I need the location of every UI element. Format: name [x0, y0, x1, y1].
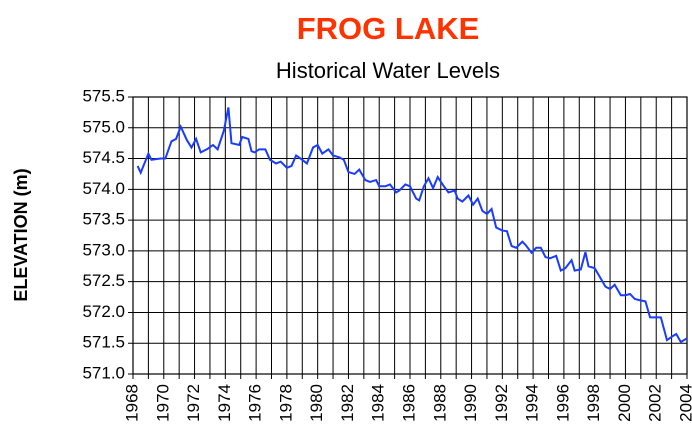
x-tick-label: 1974 [215, 384, 234, 422]
y-tick-label: 575.0 [82, 117, 125, 136]
y-tick-label: 571.5 [82, 333, 125, 352]
data-line [136, 107, 688, 344]
x-tick-label: 1990 [461, 384, 480, 422]
x-tick-label: 1984 [369, 384, 388, 422]
chart-subtitle: Historical Water Levels [276, 58, 500, 83]
x-tick-label: 1998 [584, 384, 603, 422]
y-tick-label: 575.5 [82, 86, 125, 105]
x-tick-label: 1996 [553, 384, 572, 422]
y-tick-label: 572.5 [82, 271, 125, 290]
x-tick-label: 2000 [615, 384, 634, 422]
y-tick-label: 572.0 [82, 302, 125, 321]
x-tick-label: 2004 [676, 384, 692, 422]
x-tick-label: 1992 [492, 384, 511, 422]
x-tick-label: 1970 [153, 384, 172, 422]
y-tick-label: 573.5 [82, 210, 125, 229]
x-tick-label: 2002 [646, 384, 665, 422]
plot-frame [132, 96, 688, 375]
y-axis-label: ELEVATION (m) [11, 168, 31, 301]
chart-title: FROG LAKE [297, 11, 480, 46]
y-tick-label: 574.5 [82, 148, 125, 167]
x-tick-label: 1980 [307, 384, 326, 422]
x-tick-label: 1972 [184, 384, 203, 422]
y-tick-label: 574.0 [82, 179, 125, 198]
x-tick-label: 1982 [338, 384, 357, 422]
x-tick-label: 1978 [276, 384, 295, 422]
x-tick-label: 1994 [523, 384, 542, 422]
x-tick-label: 1968 [122, 384, 141, 422]
x-tick-label: 1976 [246, 384, 265, 422]
x-tick-label: 1986 [399, 384, 418, 422]
y-tick-label: 573.0 [82, 240, 125, 259]
y-tick-label: 571.0 [82, 363, 125, 382]
x-tick-label: 1988 [430, 384, 449, 422]
